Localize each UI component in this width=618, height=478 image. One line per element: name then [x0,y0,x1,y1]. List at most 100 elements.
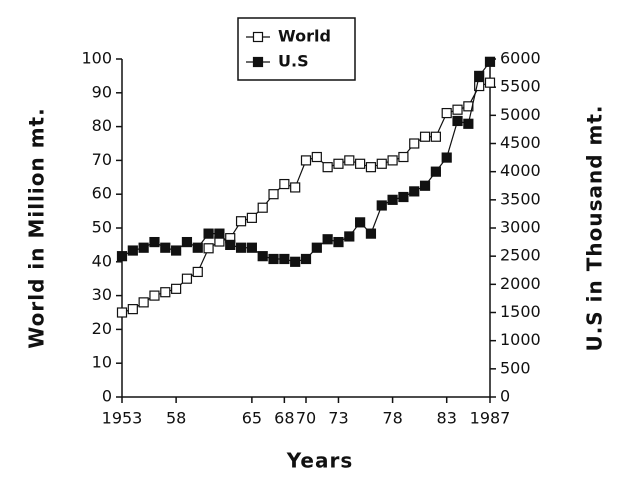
marker [268,189,279,200]
legend-label: U.S [278,52,309,71]
marker [300,155,312,166]
marker [376,200,387,211]
series-line [121,82,491,314]
x-tick-label: 83 [437,409,457,428]
marker [387,155,398,166]
marker [484,56,496,67]
x-tick-label: 58 [166,409,186,428]
marker [149,236,160,248]
marker [235,216,247,227]
marker [452,115,463,127]
y-tick-label: 40 [92,251,112,270]
marker [181,273,193,284]
marker [300,253,312,265]
marker [290,182,301,193]
marker [192,242,203,253]
marker [225,239,236,250]
marker [171,283,182,294]
y-tick-label: 60 [92,184,112,203]
marker [463,118,474,129]
marker [419,180,431,191]
marker [290,256,301,267]
x-tick-label: 70 [296,409,316,428]
marker [279,253,290,265]
marker [257,251,268,262]
marker [344,231,355,242]
y2-tick-label: 5000 [500,105,541,124]
marker [365,162,377,173]
y2-tick-label: 1000 [500,330,541,349]
marker [127,304,138,315]
x-axis-label: Years [286,449,353,473]
marker [138,242,149,253]
marker [160,242,171,253]
marker [246,242,257,253]
marker [430,166,441,177]
marker [171,245,182,256]
y2-tick-label: 2000 [500,274,541,293]
y2-tick-label: 0 [500,387,510,406]
y-tick-label: 30 [92,285,112,304]
marker [127,245,138,256]
marker [333,158,344,169]
marker [149,290,160,301]
marker [311,242,322,253]
legend-box [237,17,356,81]
y2-tick-label: 3000 [500,218,541,237]
marker [203,243,214,254]
marker [268,253,279,265]
marker [322,234,333,245]
marker [116,251,128,262]
marker [365,228,377,239]
marker [279,178,290,190]
marker [192,266,203,278]
marker [376,158,387,169]
y-tick-label: 100 [81,49,112,68]
x-tick-label: 1953 [102,409,143,428]
marker [311,151,322,163]
marker [214,228,225,239]
marker [419,131,431,142]
legend-marker [252,56,264,68]
marker [398,191,409,203]
x-tick-label: 78 [382,409,402,428]
y2-axis-label: U.S in Thousand mt. [583,104,607,351]
y-tick-label: 0 [102,387,112,406]
y2-tick-label: 5500 [500,77,541,96]
marker [322,162,333,173]
marker [387,194,398,205]
marker [160,287,171,298]
y2-tick-label: 4500 [500,133,541,152]
marker [203,228,214,239]
marker [398,151,409,163]
marker [257,202,268,213]
marker [355,158,366,169]
marker [474,70,485,82]
y-tick-label: 70 [92,150,112,169]
marker [344,155,355,166]
marker [441,107,452,119]
y2-tick-label: 1500 [500,302,541,321]
marker [355,217,366,228]
x-tick-label: 73 [328,409,348,428]
legend-marker [252,31,264,43]
x-tick-label: 1987 [470,409,511,428]
y-tick-label: 80 [92,116,112,135]
marker [246,212,257,223]
marker [430,131,441,142]
x-tick-label: 68 [274,409,294,428]
marker [235,242,247,253]
y2-tick-label: 6000 [500,49,541,68]
marker [116,307,128,318]
y-tick-label: 10 [92,353,112,372]
y2-tick-label: 2500 [500,246,541,265]
y-tick-label: 50 [92,218,112,237]
marker [138,297,149,308]
marker [409,138,420,149]
y-tick-label: 20 [92,319,112,338]
marker [333,236,344,248]
x-tick-label: 65 [242,409,262,428]
marker [409,186,420,197]
y2-tick-label: 3500 [500,189,541,208]
